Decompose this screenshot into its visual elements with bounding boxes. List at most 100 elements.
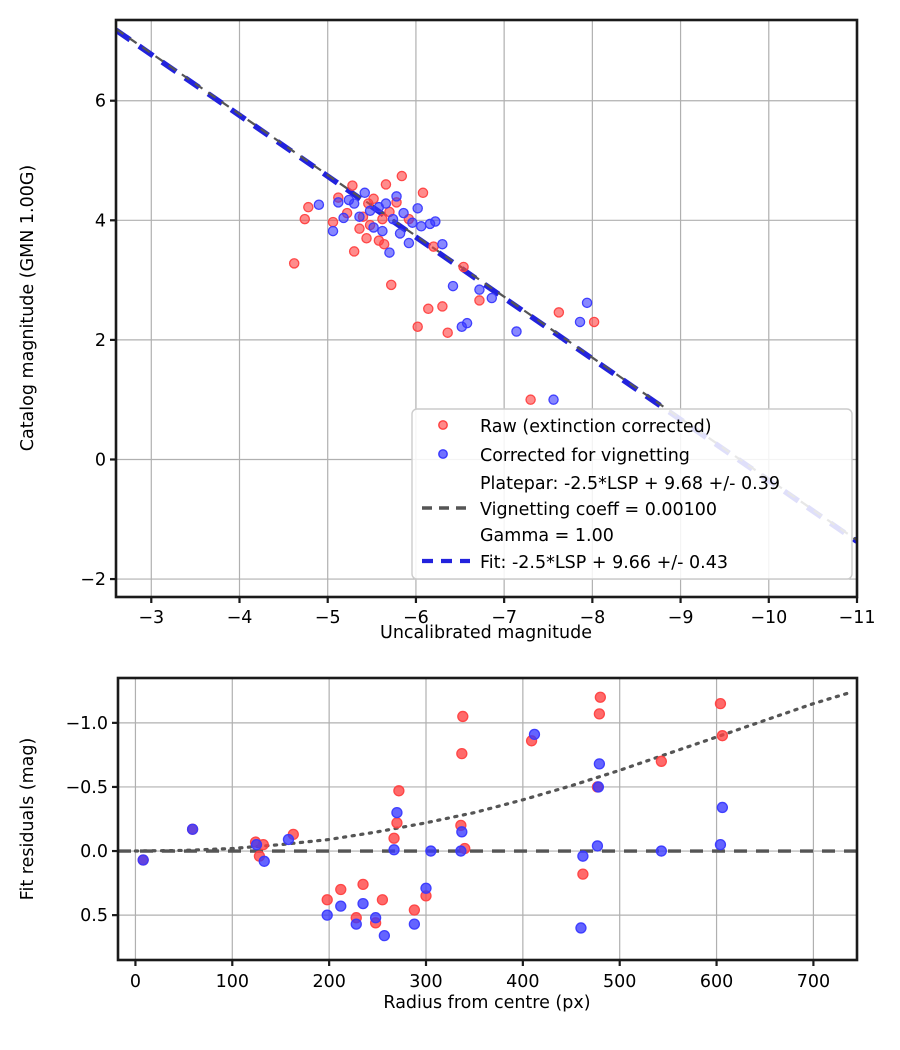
data-point [360,188,369,197]
data-point [300,215,309,224]
y-tick-label: 2 [95,331,106,351]
legend-label-fit: Fit: -2.5*LSP + 9.66 +/- 0.43 [480,553,728,573]
data-point [350,199,359,208]
x-tick-label: 0 [130,972,141,992]
data-point [328,226,337,235]
bottom-yaxis-label: Fit residuals (mag) [18,738,38,901]
data-point [381,180,390,189]
data-point [138,855,148,865]
data-point [339,213,348,222]
data-point [431,217,440,226]
data-point [595,692,605,702]
data-point [594,759,604,769]
top-scatter-points [290,171,599,404]
data-point [413,322,422,331]
y-tick-label: −2 [80,570,106,590]
top-xaxis-label: Uncalibrated magnitude [380,623,592,643]
data-point [458,711,468,721]
data-point [457,827,467,837]
data-point [389,845,399,855]
bottom-panel-frame [118,678,857,960]
data-point [355,212,364,221]
bottom-scatter-points [138,692,727,940]
data-point [549,395,558,404]
data-point [475,296,484,305]
data-point [417,222,426,231]
data-point [715,840,725,850]
y-tick-label: 0 [95,450,106,470]
top-yaxis-label: Catalog magnitude (GMN 1.00G) [18,165,38,452]
data-point [392,818,402,828]
data-point [717,802,727,812]
x-tick-label: 700 [797,972,830,992]
data-point [290,259,299,268]
data-point [582,298,591,307]
bottom-panel-ticks: 01002003004005006007000.50.0−0.5−1.0 [66,714,831,992]
data-point [379,931,389,941]
data-point [392,808,402,818]
y-tick-label: −0.5 [66,778,109,798]
y-tick-label: −1.0 [66,714,109,734]
data-point [487,293,496,302]
data-point [457,749,467,759]
data-point [283,835,293,845]
data-point [418,188,427,197]
data-point [578,869,588,879]
y-tick-label: 4 [95,211,106,231]
x-tick-label: 600 [700,972,733,992]
data-point [456,846,466,856]
y-tick-label: 0.5 [80,906,108,926]
legend: Raw (extinction corrected) Corrected for… [412,409,852,579]
data-point [715,699,725,709]
data-point [188,824,198,834]
legend-marker-corrected [439,450,447,458]
data-point [426,846,436,856]
data-point [656,846,666,856]
data-point [397,171,406,180]
data-point [334,198,343,207]
data-point [369,223,378,232]
x-tick-label: −5 [315,608,341,628]
x-tick-label: −3 [138,608,164,628]
data-point [429,242,438,251]
data-point [304,203,313,212]
data-point [575,317,584,326]
data-point [421,883,431,893]
x-tick-label: 200 [312,972,345,992]
data-point [438,302,447,311]
data-point [409,905,419,915]
data-point [371,913,381,923]
data-point [328,218,337,227]
data-point [717,731,727,741]
data-point [462,319,471,328]
vignetting-curve [135,693,847,851]
data-point [322,895,332,905]
data-point [388,215,397,224]
legend-label-gamma: Gamma = 1.00 [480,526,614,546]
data-point [314,200,323,209]
data-point [448,281,457,290]
x-tick-label: −4 [227,608,253,628]
data-point [362,234,371,243]
matplotlib-figure: −3−4−5−6−7−8−9−10−11−20246 Uncalibrated … [0,0,900,1050]
legend-marker-raw [439,421,447,429]
data-point [554,308,563,317]
data-point [378,226,387,235]
data-point [259,856,269,866]
data-point [365,206,374,215]
data-point [529,729,539,739]
data-point [404,238,413,247]
data-point [512,327,521,336]
data-point [592,841,602,851]
data-point [380,240,389,249]
data-point [438,240,447,249]
data-point [590,317,599,326]
data-point [593,782,603,792]
data-point [594,709,604,719]
data-point [336,885,346,895]
data-point [394,786,404,796]
data-point [358,879,368,889]
legend-label-platepar: Platepar: -2.5*LSP + 9.68 +/- 0.39 [480,474,780,494]
data-point [656,756,666,766]
data-point [475,285,484,294]
